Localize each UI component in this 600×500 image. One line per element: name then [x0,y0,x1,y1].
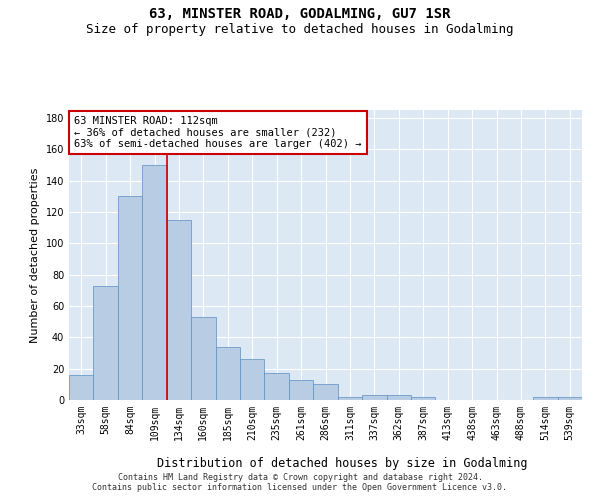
Bar [289,380,313,400]
Bar [338,397,362,400]
Bar [386,396,411,400]
Bar [215,346,240,400]
Y-axis label: Number of detached properties: Number of detached properties [30,168,40,342]
Bar [142,165,167,400]
Bar [240,359,265,400]
Bar [362,396,386,400]
Bar [411,397,436,400]
Text: Contains HM Land Registry data © Crown copyright and database right 2024.
Contai: Contains HM Land Registry data © Crown c… [92,473,508,492]
Text: 63 MINSTER ROAD: 112sqm
← 36% of detached houses are smaller (232)
63% of semi-d: 63 MINSTER ROAD: 112sqm ← 36% of detache… [74,116,362,149]
Text: Distribution of detached houses by size in Godalming: Distribution of detached houses by size … [157,458,527,470]
Bar [118,196,142,400]
Bar [533,397,557,400]
Text: 63, MINSTER ROAD, GODALMING, GU7 1SR: 63, MINSTER ROAD, GODALMING, GU7 1SR [149,8,451,22]
Bar [191,317,215,400]
Bar [313,384,338,400]
Bar [557,397,582,400]
Text: Size of property relative to detached houses in Godalming: Size of property relative to detached ho… [86,22,514,36]
Bar [94,286,118,400]
Bar [265,374,289,400]
Bar [167,220,191,400]
Bar [69,375,94,400]
